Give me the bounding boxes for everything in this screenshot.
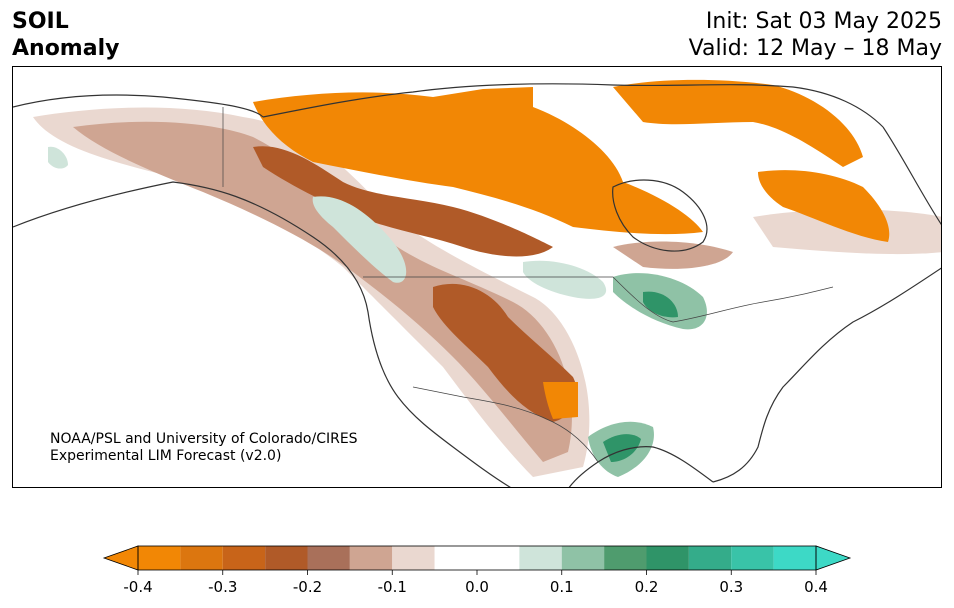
date-info: Init: Sat 03 May 2025 Valid: 12 May – 18… [689, 8, 942, 62]
colorbar-tick-label: -0.1 [377, 578, 407, 596]
colorbar-segment [519, 546, 562, 570]
colorbar-tick-label: 0.0 [465, 578, 489, 596]
coastlines [13, 83, 941, 487]
pacific-coast [13, 94, 511, 487]
colorbar-tick-label: 0.4 [804, 578, 828, 596]
field-label: Anomaly [12, 36, 120, 61]
dry-weak-east [613, 241, 733, 269]
colorbar-segment [349, 546, 393, 570]
colorbar-segment [222, 546, 266, 570]
hudson-bay [612, 179, 708, 252]
colorbar-segment [307, 546, 350, 570]
colorbar-segments [138, 546, 816, 570]
colorbar-tick-label: 0.2 [634, 578, 659, 596]
map-title: SOIL Anomaly [12, 8, 119, 62]
political-borders [222, 107, 834, 463]
colorbar-tick-label: -0.2 [292, 578, 323, 596]
colorbar-segment [731, 546, 774, 570]
dry-strong-quebec [613, 79, 863, 167]
arctic-coast [262, 83, 884, 128]
wet-anomaly-regions [48, 146, 707, 477]
colorbar-segment [604, 546, 647, 570]
colorbar-tick-label: -0.3 [208, 578, 238, 596]
wet-strong-gulf [603, 434, 641, 462]
dry-mid-canada [253, 146, 553, 257]
colorbar-tick-label: 0.1 [549, 578, 574, 596]
atlantic-coast [712, 126, 941, 483]
colorbar-ticks [137, 570, 817, 575]
colorbar-segment [392, 546, 435, 570]
map-panel: NOAA/PSL and University of Colorado/CIRE… [12, 66, 942, 488]
colorbar-tick-label: 0.3 [719, 578, 744, 596]
us-mexico-border [412, 386, 599, 463]
credit-line-2: Experimental LIM Forecast (v2.0) [50, 448, 282, 464]
colorbar-over-arrow [815, 545, 852, 571]
wet-strong-greatlakes [643, 291, 678, 318]
init-date: Init: Sat 03 May 2025 [705, 9, 942, 34]
colorbar-segment [180, 546, 223, 570]
anomaly-map [13, 79, 941, 487]
colorbar-segment [265, 546, 308, 570]
wet-faint-alaska [48, 146, 68, 169]
colorbar-segment [138, 546, 181, 570]
colorbar-segment [434, 546, 520, 570]
colorbar-segment [561, 546, 605, 570]
us-canada-border [363, 276, 834, 323]
dry-strong-labrador [758, 170, 890, 242]
dry-mid-rockies [433, 283, 577, 422]
wet-faint-plains [523, 260, 607, 299]
dry-anomaly-regions [33, 79, 941, 477]
colorbar-tick-label: -0.4 [123, 578, 153, 596]
credit-line-1: NOAA/PSL and University of Colorado/CIRE… [50, 431, 358, 447]
dry-strong-north [253, 87, 703, 235]
colorbar-under-arrow [102, 545, 139, 571]
colorbar-segment [646, 546, 689, 570]
dry-strong-oklahoma [543, 382, 578, 419]
wet-faint-west [312, 196, 407, 283]
gulf-coast [568, 446, 714, 487]
colorbar-segment [688, 546, 732, 570]
dry-faint-east [753, 209, 941, 255]
valid-range: Valid: 12 May – 18 May [688, 36, 942, 61]
credit-text: NOAA/PSL and University of Colorado/CIRE… [50, 431, 358, 465]
colorbar [102, 545, 852, 575]
variable-label: SOIL [12, 9, 69, 34]
colorbar-segment [773, 546, 816, 570]
